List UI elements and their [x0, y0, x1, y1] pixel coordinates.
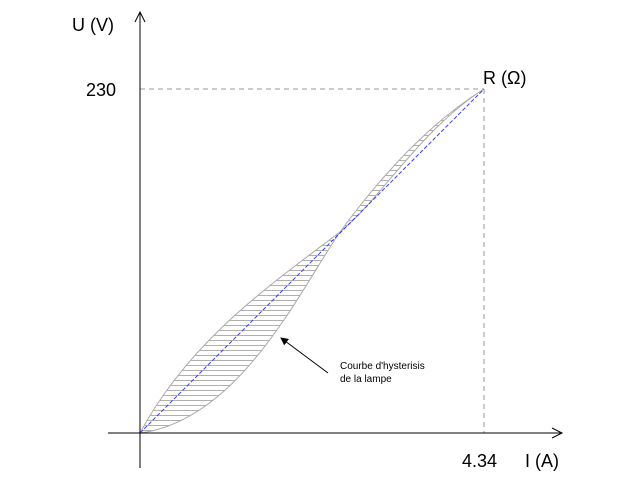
y-label: U (V) — [72, 15, 114, 35]
y-arrow — [134, 10, 146, 23]
resistance-line — [139, 88, 485, 434]
annotation: de la lampe — [340, 374, 392, 385]
annotation: Courbe d'hysterisis — [340, 361, 425, 372]
x-arrow — [551, 427, 564, 439]
y-value: 230 — [86, 80, 116, 100]
x-label: I (A) — [525, 451, 559, 471]
x-value: 4.34 — [462, 451, 497, 471]
point-label: R (Ω) — [483, 68, 526, 88]
annotation-arrow — [280, 337, 329, 374]
